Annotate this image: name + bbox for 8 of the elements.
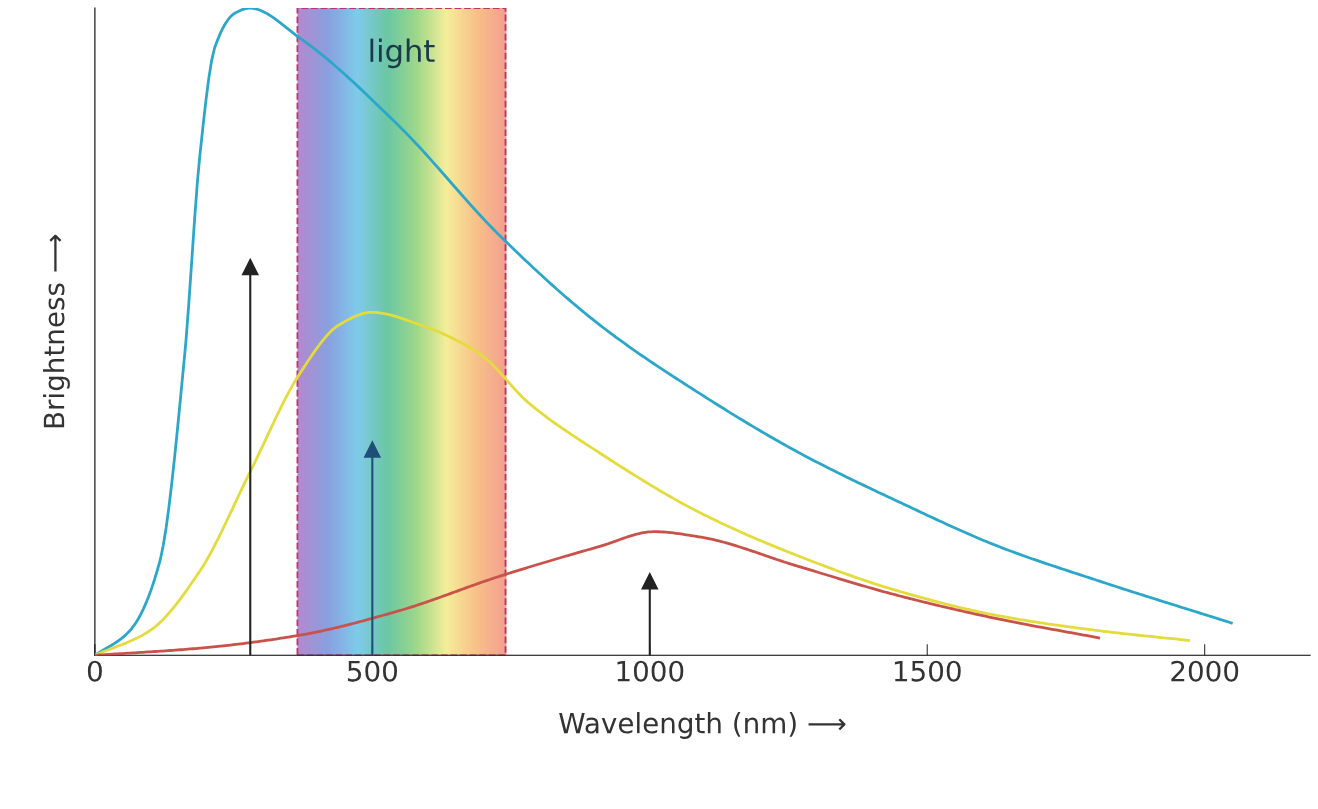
x-tick-label: 500	[347, 660, 397, 682]
band-label: light	[370, 38, 435, 69]
y-axis-title: Brightness ⟶	[43, 234, 70, 428]
x-tick-label: 1500	[894, 660, 961, 682]
x-tick-label: 1000	[617, 660, 684, 682]
x-tick-label: 2000	[1171, 660, 1239, 682]
x-axis-title: Wavelength (nm) ⟶	[559, 712, 846, 739]
x-tick-label: 0	[87, 660, 102, 682]
